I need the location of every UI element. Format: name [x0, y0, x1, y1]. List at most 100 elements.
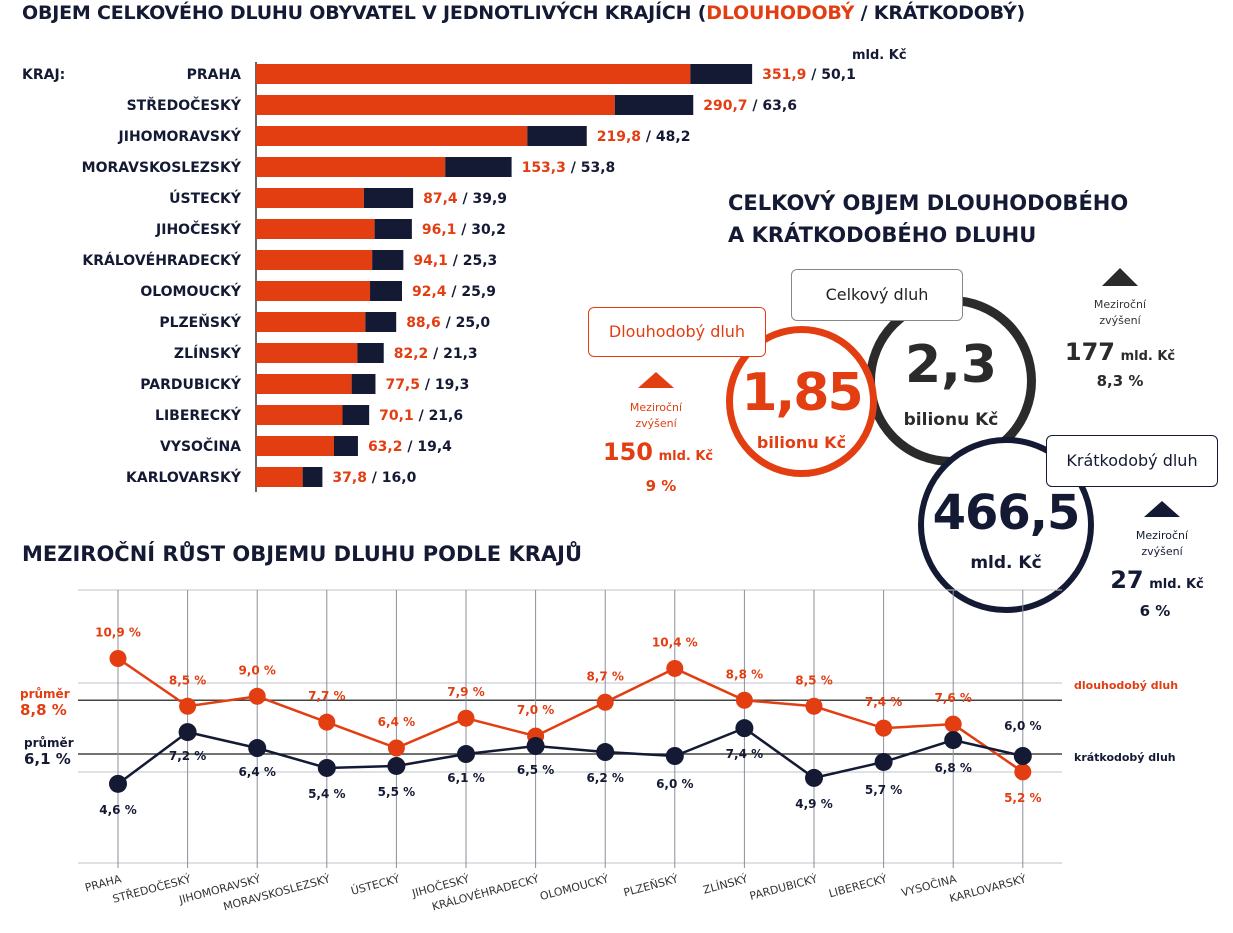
bar-long: [256, 188, 364, 208]
bar-long: [256, 64, 691, 84]
bar-value-long: 290,7: [703, 98, 747, 114]
bar-value-label: 153,3 / 53,8: [522, 160, 616, 176]
total-debt-label: Celkový dluh: [791, 269, 963, 321]
total-increase-label: Meziroční zvýšení: [1093, 298, 1147, 327]
bar-long: [256, 436, 334, 456]
total-increase-pct: 8,3 %: [1096, 372, 1144, 390]
short-increase-label: Meziroční zvýšení: [1135, 529, 1189, 558]
bar-value-label: 351,9 / 50,1: [762, 67, 856, 83]
x-tick-label: PARDUBICKÝ: [748, 872, 819, 903]
point-label-long: 7,0 %: [517, 703, 554, 717]
point-label-short: 6,0 %: [656, 777, 693, 791]
bar-value-long: 88,6: [406, 315, 441, 331]
bar-value-label: 63,2 / 19,4: [368, 439, 452, 455]
point-label-short: 6,1 %: [447, 771, 484, 785]
x-tick-label: OLOMOUCKÝ: [539, 872, 611, 903]
bar-category-label: PRAHA: [187, 67, 242, 83]
bar-category-label: OLOMOUCKÝ: [140, 282, 242, 300]
bar-value-long: 219,8: [597, 129, 641, 145]
series-label-long: dlouhodobý dluh: [1074, 679, 1179, 692]
short-increase: 27 mld. Kč: [1092, 566, 1222, 594]
point-long: [875, 719, 893, 737]
point-short: [735, 719, 754, 738]
bar-value-label: 82,2 / 21,3: [394, 346, 478, 362]
x-tick-label: VYSOČINA: [900, 872, 958, 899]
bar-value-long: 82,2: [394, 346, 429, 362]
point-long: [387, 739, 405, 757]
line-chart-title: MEZIROČNÍ RŮST OBJEMU DLUHU PODLE KRAJŮ: [22, 542, 583, 566]
bar-long: [256, 312, 366, 332]
bar-unit-label: mld. Kč: [852, 48, 907, 63]
short-debt-label: Krátkodobý dluh: [1046, 435, 1218, 487]
summary-title-line1: CELKOVÝ OBJEM DLOUHODOBÉHO: [728, 191, 1129, 215]
bar-short: [690, 64, 753, 84]
kraj-header: KRAJ:: [22, 67, 66, 83]
point-label-long: 8,7 %: [586, 669, 623, 683]
bar-short: [357, 343, 384, 363]
point-short: [109, 774, 127, 793]
bar-value-short: / 21,6: [414, 408, 463, 424]
bar-short: [370, 281, 402, 301]
bar-value-long: 63,2: [368, 439, 403, 455]
point-label-short: 5,7 %: [865, 783, 902, 797]
bar-long: [256, 219, 375, 239]
long-increase-unit: mld. Kč: [658, 449, 714, 464]
point-long: [944, 715, 962, 733]
bar-category-label: PLZEŇSKÝ: [159, 313, 242, 331]
point-short: [805, 768, 823, 787]
bar-long: [256, 405, 343, 425]
avg-short: průměr 6,1 %: [24, 735, 74, 767]
point-label-long: 8,5 %: [795, 673, 832, 687]
bar-short: [363, 188, 414, 208]
title-long: DLOUHODOBÝ: [706, 2, 855, 24]
bar-short: [333, 436, 358, 456]
bar-category-label: ÚSTECKÝ: [169, 189, 242, 207]
bar-value-label: 92,4 / 25,9: [412, 284, 496, 300]
bar-value-long: 77,5: [385, 377, 420, 393]
series-line-long: [117, 657, 1024, 773]
x-tick-label: ÚSTECKÝ: [350, 872, 402, 898]
summary-title: CELKOVÝ OBJEM DLOUHODOBÉHO A KRÁTKODOBÉH…: [728, 187, 1128, 251]
bar-value-short: / 19,4: [402, 439, 452, 455]
point-long: [527, 727, 545, 745]
bar-category-label: KARLOVARSKÝ: [126, 468, 242, 486]
bar-long: [256, 157, 446, 177]
long-debt-unit: bilionu Kč: [756, 433, 847, 452]
short-increase-pct: 6 %: [1139, 602, 1171, 620]
point-label-short: 6,5 %: [517, 763, 554, 777]
point-long: [109, 649, 127, 667]
bar-value-label: 96,1 / 30,2: [422, 222, 506, 238]
total-increase: 177 mld. Kč: [1050, 338, 1190, 366]
long-increase-label: Meziroční zvýšení: [629, 401, 683, 430]
x-tick-label: MORAVSKOSLEZSKÝ: [222, 872, 332, 913]
point-short: [596, 743, 615, 762]
bar-long: [256, 95, 615, 115]
short-increase-value: 27: [1110, 566, 1144, 594]
point-short: [248, 739, 267, 758]
bar-value-short: / 25,0: [441, 315, 491, 331]
bar-chart: PRAHA 351,9 / 50,1 STŘEDOČESKÝ 290,7 / 63,6…: [82, 62, 856, 492]
avg-short-value: 6,1 %: [24, 750, 71, 768]
bar-value-short: / 50,1: [806, 67, 855, 83]
point-short: [457, 745, 475, 764]
short-increase-arrow-icon: [1144, 501, 1180, 517]
bar-category-label: KRÁLOVÉHRADECKÝ: [82, 251, 241, 269]
point-label-long: 8,8 %: [726, 667, 763, 681]
point-label-long: 10,9 %: [95, 625, 141, 639]
bar-short: [351, 374, 376, 394]
point-long: [1014, 763, 1032, 781]
bar-value-long: 351,9: [762, 67, 806, 83]
bar-value-long: 70,1: [379, 408, 414, 424]
total-increase-value: 177: [1064, 338, 1115, 366]
bar-short: [342, 405, 370, 425]
x-tick-label: KARLOVARSKÝ: [948, 872, 1028, 905]
bar-value-long: 94,1: [413, 253, 448, 269]
x-tick-label: STŘEDOČESKÝ: [111, 872, 192, 905]
bar-value-long: 153,3: [522, 160, 566, 176]
point-short: [1013, 747, 1032, 765]
bar-value-short: / 25,3: [448, 253, 497, 269]
total-debt-value: 2,3: [904, 335, 998, 395]
point-label-short: 5,5 %: [378, 785, 415, 799]
long-debt-label: Dlouhodobý dluh: [588, 307, 766, 357]
bar-value-short: / 63,6: [748, 98, 797, 114]
